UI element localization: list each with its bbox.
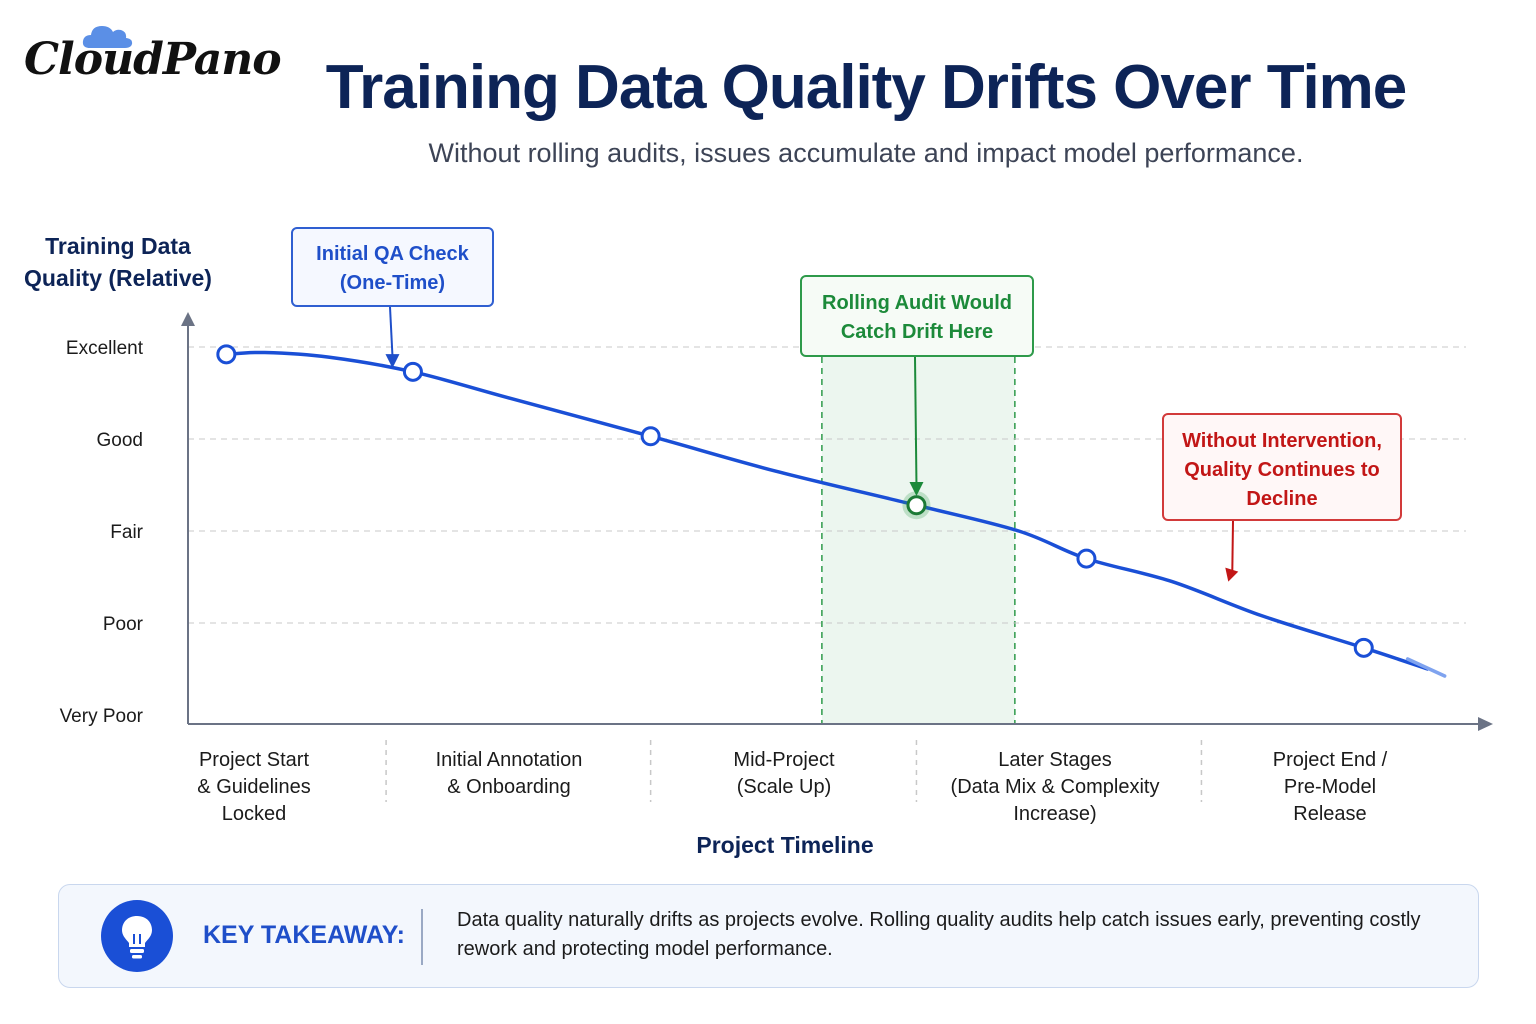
x-tick-line: (Scale Up) xyxy=(736,776,832,798)
x-tick-label-project-start: Project Start & Guidelines Locked xyxy=(134,747,374,828)
y-tick-label: Poor xyxy=(103,614,144,635)
callout-rolling-audit: Rolling Audit Would Catch Drift Here xyxy=(800,275,1034,357)
y-tick-label: Fair xyxy=(110,522,143,543)
x-tick-line: (Data Mix & Complexity xyxy=(950,776,1160,798)
x-tick-line: Project Start xyxy=(198,749,310,771)
data-point xyxy=(402,361,423,382)
callout-arrow xyxy=(914,356,918,485)
x-tick-line: & Onboarding xyxy=(447,776,571,798)
x-tick-line: Project End / xyxy=(1272,749,1388,771)
quality-line xyxy=(224,350,1430,671)
data-point xyxy=(640,426,661,447)
takeaway-text: Data quality naturally drifts as project… xyxy=(457,909,1421,960)
y-axis-title: Training Data Quality (Relative) xyxy=(18,230,218,294)
x-tick-line: Initial Annotation xyxy=(435,749,583,771)
callout-arrowhead xyxy=(385,354,400,369)
y-tick-label: Excellent xyxy=(66,338,144,359)
callout-line: Rolling Audit Would xyxy=(822,292,1012,314)
x-tick-label-project-end: Project End / Pre-Model Release xyxy=(1210,747,1450,828)
key-takeaway-panel: KEY TAKEAWAY: Data quality naturally dri… xyxy=(58,884,1479,988)
x-tick-label-mid-project: Mid-Project (Scale Up) xyxy=(664,747,904,801)
page-title: Training Data Quality Drifts Over Time xyxy=(325,53,1408,122)
callout-line: Initial QA Check xyxy=(316,243,469,265)
x-tick-line: Pre-Model xyxy=(1283,776,1377,798)
x-axis-arrow xyxy=(1478,717,1493,731)
callout-initial-qa-check: Initial QA Check (One-Time) xyxy=(291,227,494,307)
callout-without-intervention: Without Intervention, Quality Continues … xyxy=(1162,413,1402,521)
highlight-point xyxy=(906,495,927,516)
brand-logo: CloudPano xyxy=(24,22,282,92)
y-axis-title-line: Quality (Relative) xyxy=(24,265,212,291)
cloud-icon xyxy=(82,26,133,48)
callout-arrowhead xyxy=(1225,567,1239,582)
y-axis-arrow xyxy=(181,312,195,326)
x-tick-label-initial-annotation: Initial Annotation & Onboarding xyxy=(389,747,629,801)
callout-arrow xyxy=(389,306,394,357)
callout-line: Quality Continues to xyxy=(1184,459,1380,481)
callout-line: Decline xyxy=(1246,488,1318,510)
data-point xyxy=(1076,548,1097,569)
logo-text: CloudPano xyxy=(24,34,282,85)
x-tick-line: Locked xyxy=(221,803,287,825)
quality-line-fade xyxy=(1405,657,1447,678)
callout-arrowhead xyxy=(909,482,924,497)
x-tick-line: & Guidelines xyxy=(197,776,311,798)
data-point xyxy=(216,344,237,365)
y-tick-label: Very Poor xyxy=(60,706,144,727)
lightbulb-icon xyxy=(101,900,173,972)
data-point xyxy=(1353,637,1374,658)
callout-line: Without Intervention, xyxy=(1182,430,1382,452)
takeaway-label: KEY TAKEAWAY: xyxy=(203,921,405,949)
callout-line: (One-Time) xyxy=(339,272,446,294)
takeaway-divider xyxy=(421,909,423,965)
y-axis-title-line: Training Data xyxy=(45,233,191,259)
x-tick-line: Later Stages xyxy=(998,749,1112,771)
y-tick-label: Good xyxy=(97,430,143,451)
x-tick-line: Mid-Project xyxy=(733,749,835,771)
x-axis-title: Project Timeline xyxy=(696,832,874,858)
page-subtitle: Without rolling audits, issues accumulat… xyxy=(428,138,1304,168)
callout-line: Catch Drift Here xyxy=(840,321,994,343)
x-tick-line: Release xyxy=(1293,803,1367,825)
highlight-band xyxy=(821,335,1015,724)
callout-arrow xyxy=(1231,520,1234,572)
x-tick-label-later-stages: Later Stages (Data Mix & Complexity Incr… xyxy=(935,747,1175,828)
x-tick-line: Increase) xyxy=(1013,803,1097,825)
